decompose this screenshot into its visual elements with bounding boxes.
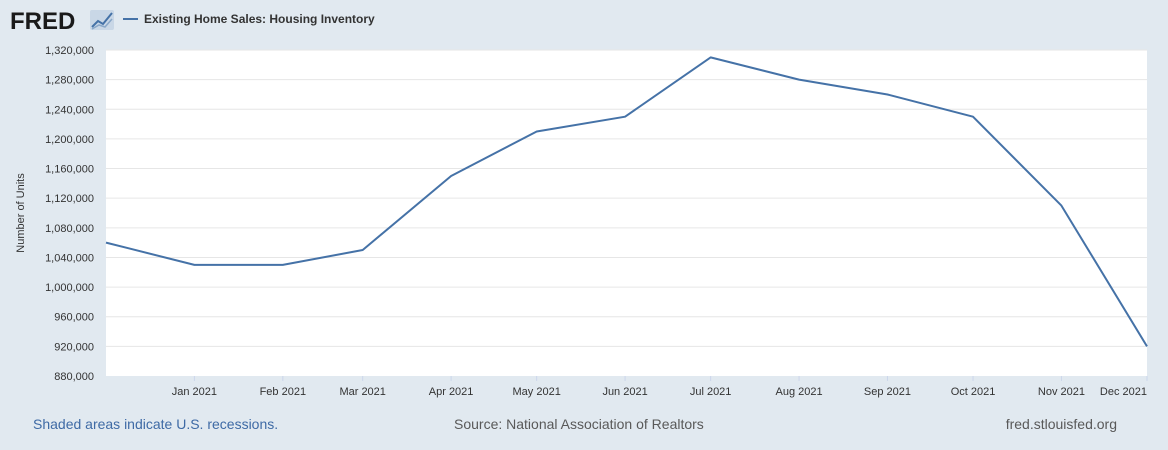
grid-lines	[106, 49, 1147, 347]
x-tick-label: Aug 2021	[775, 386, 822, 398]
x-tick-label: Sep 2021	[864, 386, 911, 398]
data-point[interactable]	[359, 246, 367, 254]
fred-logo-graph-icon	[90, 10, 114, 30]
data-point[interactable]	[707, 53, 715, 61]
y-tick-label: 1,280,000	[45, 75, 94, 87]
x-tick-label: Apr 2021	[429, 386, 474, 398]
y-tick-label: 1,120,000	[45, 193, 94, 205]
data-point[interactable]	[621, 113, 629, 121]
legend: Existing Home Sales: Housing Inventory	[123, 12, 375, 26]
data-point[interactable]	[1057, 202, 1065, 210]
y-axis-label: Number of Units	[15, 173, 27, 253]
series-line-housing-inventory[interactable]	[105, 56, 1148, 347]
y-tick-label: 1,000,000	[45, 282, 94, 294]
legend-series-label: Existing Home Sales: Housing Inventory	[144, 12, 375, 26]
data-point[interactable]	[279, 261, 287, 269]
y-tick-label: 1,040,000	[45, 252, 94, 264]
x-tick-label: Feb 2021	[260, 386, 306, 398]
x-axis-ticks: Jan 2021 Feb 2021 Mar 2021 Apr 2021 May 2021…	[172, 376, 1148, 398]
fred-logo-text: FRED	[10, 8, 75, 35]
fred-site-link[interactable]: fred.stlouisfed.org	[1005, 416, 1117, 432]
series-layer	[102, 53, 1151, 350]
x-tick-label: Jun 2021	[602, 386, 647, 398]
x-tick-label: Oct 2021	[951, 386, 996, 398]
data-point[interactable]	[190, 261, 198, 269]
source-text: Source: National Association of Realtors	[454, 416, 704, 432]
y-tick-label: 920,000	[54, 341, 94, 353]
x-tick-label: Nov 2021	[1038, 386, 1085, 398]
recession-note-link[interactable]: Shaded areas indicate U.S. recessions.	[33, 416, 279, 432]
y-tick-label: 1,080,000	[45, 223, 94, 235]
data-point[interactable]	[969, 113, 977, 121]
y-tick-label: 880,000	[54, 371, 94, 383]
data-point[interactable]	[795, 76, 803, 84]
data-point[interactable]	[533, 128, 541, 136]
plot-area	[106, 50, 1147, 376]
data-point[interactable]	[447, 172, 455, 180]
data-point[interactable]	[883, 90, 891, 98]
x-tick-label: May 2021	[513, 386, 561, 398]
y-tick-label: 1,320,000	[45, 45, 94, 57]
y-axis-ticks: 880,000 920,000 960,000 1,000,000 1,040,000 1…	[45, 45, 94, 383]
y-tick-label: 1,240,000	[45, 104, 94, 116]
y-tick-label: 1,160,000	[45, 164, 94, 176]
data-point[interactable]	[102, 239, 110, 247]
y-tick-label: 1,200,000	[45, 134, 94, 146]
x-tick-label: Jul 2021	[690, 386, 732, 398]
fred-logo[interactable]: FRED	[10, 8, 114, 35]
data-point[interactable]	[1143, 342, 1151, 350]
x-tick-label: Jan 2021	[172, 386, 217, 398]
x-tick-label: Mar 2021	[339, 386, 385, 398]
x-tick-label: Dec 2021	[1100, 386, 1147, 398]
y-tick-label: 960,000	[54, 312, 94, 324]
